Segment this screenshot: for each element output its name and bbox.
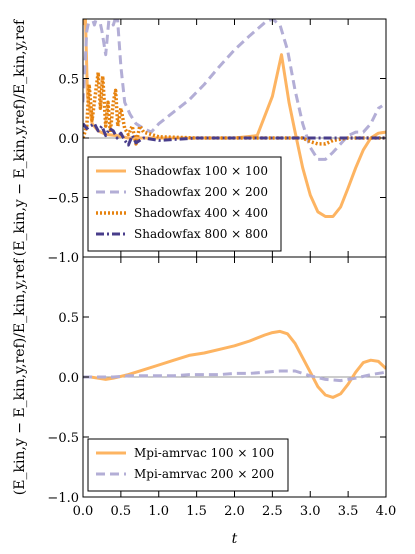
series-line-2 <box>83 19 384 161</box>
legend-label: Shadowfax 800 × 800 <box>134 227 268 241</box>
legend-label: Shadowfax 400 × 400 <box>134 206 268 220</box>
x-tick-label: 3.0 <box>300 504 321 519</box>
series-line-2 <box>83 369 386 383</box>
legend-box <box>87 438 289 492</box>
legend: Shadowfax 100 × 100 Shadowfax 200 × 200 Sh… <box>87 156 282 252</box>
legend: Mpi-amrvac 100 × 100 Mpi-amrvac 200 × 200 <box>87 438 289 492</box>
x-tick-label: 1.0 <box>148 504 169 519</box>
x-tick-label: 0.0 <box>73 504 94 519</box>
x-tick-label: 4.0 <box>376 504 397 519</box>
y-axis-title: (E_kin,y − E_kin,y,ref)/E_kin,y,ref <box>12 257 28 495</box>
series-line-1 <box>83 329 386 399</box>
bottom-panel: −1.0 −0.5 0.0 0.5 0.0 0.5 1.0 1.5 2.0 2.5 3.0 3.5 4.… <box>12 256 397 547</box>
y-tick-label: 0.5 <box>58 73 79 88</box>
legend-label: Mpi-amrvac 200 × 200 <box>134 467 274 481</box>
y-tick-label: −0.5 <box>47 192 79 207</box>
y-tick-label: −1.0 <box>47 251 79 266</box>
x-tick-label: 2.0 <box>224 504 245 519</box>
top-panel: −1.0 −0.5 0.0 0.5 (E_kin,y − E_kin,y,ref)/E_… <box>12 18 387 266</box>
y-tick-label: −0.5 <box>47 431 79 446</box>
y-tick-label: 0.0 <box>58 371 79 386</box>
series-group <box>83 19 386 218</box>
series-group <box>83 329 386 399</box>
legend-box <box>87 156 282 252</box>
legend-label: Mpi-amrvac 100 × 100 <box>134 446 274 460</box>
x-axis-title: t <box>232 531 238 547</box>
y-tick-label: 0.5 <box>58 311 79 326</box>
y-tick-label: −1.0 <box>47 491 79 506</box>
x-tick-label: 1.5 <box>186 504 207 519</box>
y-axis-title: (E_kin,y − E_kin,y,ref)/E_kin,y,ref <box>12 18 28 256</box>
y-tick-label: 0.0 <box>58 132 79 147</box>
legend-label: Shadowfax 200 × 200 <box>134 185 268 199</box>
x-tick-label: 2.5 <box>262 504 283 519</box>
legend-label: Shadowfax 100 × 100 <box>134 164 268 178</box>
series-line-3 <box>83 70 386 146</box>
x-tick-label: 0.5 <box>111 504 132 519</box>
series-line-4 <box>83 122 386 147</box>
x-tick-label: 3.5 <box>338 504 359 519</box>
